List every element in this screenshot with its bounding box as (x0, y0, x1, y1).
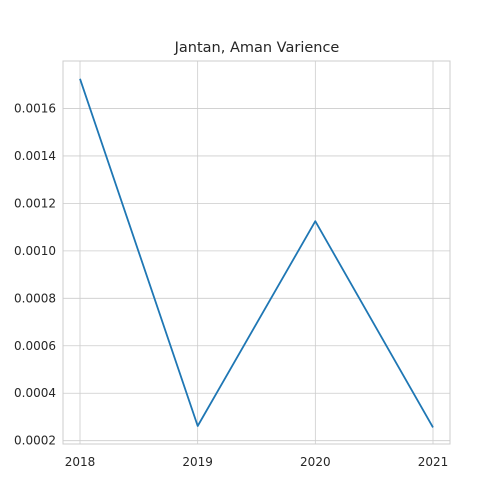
x-tick-label: 2019 (182, 455, 213, 469)
x-tick-label: 2021 (418, 455, 449, 469)
y-tick-label: 0.0004 (14, 386, 56, 400)
y-tick-label: 0.0014 (14, 149, 56, 163)
grid (63, 61, 450, 444)
series-layer (79, 78, 434, 428)
y-tick-label: 0.0012 (14, 196, 56, 210)
y-tick-label: 0.0010 (14, 244, 56, 258)
y-tick-label: 0.0016 (14, 101, 56, 115)
chart-title: Jantan, Aman Varience (174, 40, 340, 56)
x-tick-label: 2018 (65, 455, 96, 469)
series-line (79, 78, 434, 428)
y-tick-label: 0.0006 (14, 339, 56, 353)
y-tick-label: 0.0008 (14, 291, 56, 305)
x-axis-tick-labels: 2018 2019 2020 2021 (65, 455, 449, 469)
y-tick-label: 0.0002 (14, 434, 56, 448)
x-tick-label: 2020 (300, 455, 331, 469)
y-axis-tick-labels: 0.0002 0.0004 0.0006 0.0008 0.0010 0.0012 0.00… (14, 101, 56, 447)
plot-area-frame (62, 60, 451, 445)
